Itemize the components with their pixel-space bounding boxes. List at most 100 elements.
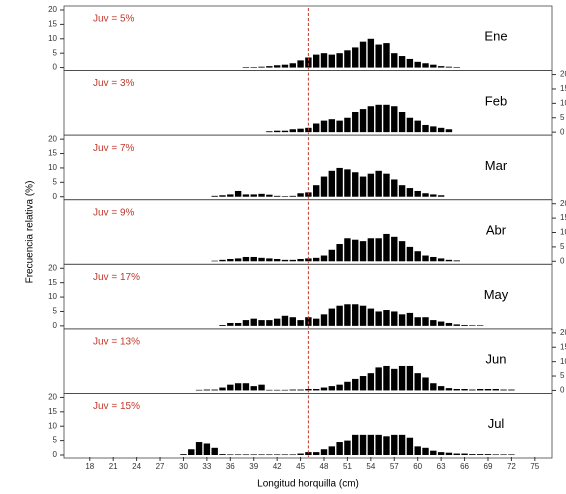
bar xyxy=(383,43,390,68)
bar xyxy=(437,258,445,262)
bar xyxy=(344,50,351,68)
bar xyxy=(273,258,281,262)
bar xyxy=(258,193,265,197)
y2-tick-label: 20 xyxy=(560,70,566,79)
x-tick-label: 72 xyxy=(507,462,516,471)
y2-tick-label: 10 xyxy=(560,228,566,237)
annotation: Juv = 3% xyxy=(93,78,135,89)
bar xyxy=(266,194,273,197)
y2-tick-label: 5 xyxy=(560,113,565,122)
bar xyxy=(281,315,289,326)
y2-tick-label: 20 xyxy=(560,199,566,208)
bar xyxy=(211,447,218,455)
bar xyxy=(328,54,336,68)
annotation: Juv = 15% xyxy=(93,401,140,412)
bar xyxy=(500,389,507,391)
x-tick-label: 51 xyxy=(343,462,352,471)
bar xyxy=(281,389,289,391)
bar xyxy=(242,454,250,456)
bar xyxy=(375,44,382,68)
bar xyxy=(336,167,343,197)
bar xyxy=(414,317,421,326)
bar xyxy=(305,258,312,262)
bar xyxy=(391,311,398,326)
bar xyxy=(250,66,257,68)
y2-tick-label: 20 xyxy=(560,328,566,337)
bar xyxy=(445,129,453,133)
bar xyxy=(430,450,437,455)
bar xyxy=(344,238,351,262)
bar xyxy=(328,119,336,133)
x-tick-label: 75 xyxy=(530,462,539,471)
y-tick-label: 20 xyxy=(48,5,57,14)
y2-tick-label: 15 xyxy=(560,213,566,222)
bar xyxy=(437,127,445,133)
bar xyxy=(320,53,328,68)
bar xyxy=(281,64,289,68)
bar xyxy=(258,454,265,456)
bar xyxy=(273,389,281,391)
bar xyxy=(312,123,320,133)
x-tick-label: 24 xyxy=(132,462,141,471)
y2-tick-label: 0 xyxy=(560,256,565,265)
annotation: Juv = 7% xyxy=(93,143,135,154)
bar xyxy=(344,304,351,326)
bar xyxy=(328,249,336,262)
bar xyxy=(266,454,273,456)
bar xyxy=(367,373,375,391)
bar xyxy=(414,373,421,391)
bar xyxy=(297,258,304,262)
bar xyxy=(484,388,492,391)
bar xyxy=(352,47,359,68)
bar xyxy=(476,388,484,391)
y-tick-label: 0 xyxy=(53,450,58,459)
bar xyxy=(437,386,445,391)
bar xyxy=(422,124,429,133)
y-tick-label: 5 xyxy=(53,177,58,186)
bar xyxy=(437,66,445,68)
x-tick-label: 66 xyxy=(460,462,469,471)
bar xyxy=(406,437,414,455)
x-tick-label: 54 xyxy=(366,462,375,471)
bar xyxy=(445,388,453,391)
bar xyxy=(383,310,390,326)
bar xyxy=(289,259,296,262)
bar xyxy=(281,196,289,197)
bar xyxy=(445,259,453,262)
bar xyxy=(359,434,367,455)
y-tick-label: 10 xyxy=(48,163,57,172)
bar xyxy=(359,176,367,197)
bar xyxy=(375,104,382,133)
x-tick-label: 42 xyxy=(273,462,282,471)
bar xyxy=(453,260,460,262)
bar xyxy=(437,452,445,455)
bar xyxy=(375,238,382,262)
bar xyxy=(305,57,312,68)
bar xyxy=(250,454,257,456)
bar xyxy=(320,176,328,197)
panel-label: Abr xyxy=(486,222,507,237)
bar xyxy=(297,320,304,326)
bar xyxy=(344,381,351,391)
bar xyxy=(430,320,437,326)
bar xyxy=(297,389,304,391)
annotation: Juv = 13% xyxy=(93,336,140,347)
bar xyxy=(234,258,242,262)
bar xyxy=(312,257,320,262)
bar xyxy=(242,194,250,197)
bar xyxy=(219,324,226,326)
bar xyxy=(273,195,281,197)
bar xyxy=(406,312,414,326)
bar xyxy=(336,120,343,133)
bar xyxy=(336,244,343,262)
bar xyxy=(211,260,218,262)
bar xyxy=(469,389,476,391)
y-tick-label: 15 xyxy=(48,278,57,287)
bar xyxy=(445,66,453,68)
bar xyxy=(234,454,242,456)
bar xyxy=(508,389,515,391)
bar xyxy=(445,322,453,326)
bar xyxy=(188,449,195,455)
bar xyxy=(219,259,226,262)
